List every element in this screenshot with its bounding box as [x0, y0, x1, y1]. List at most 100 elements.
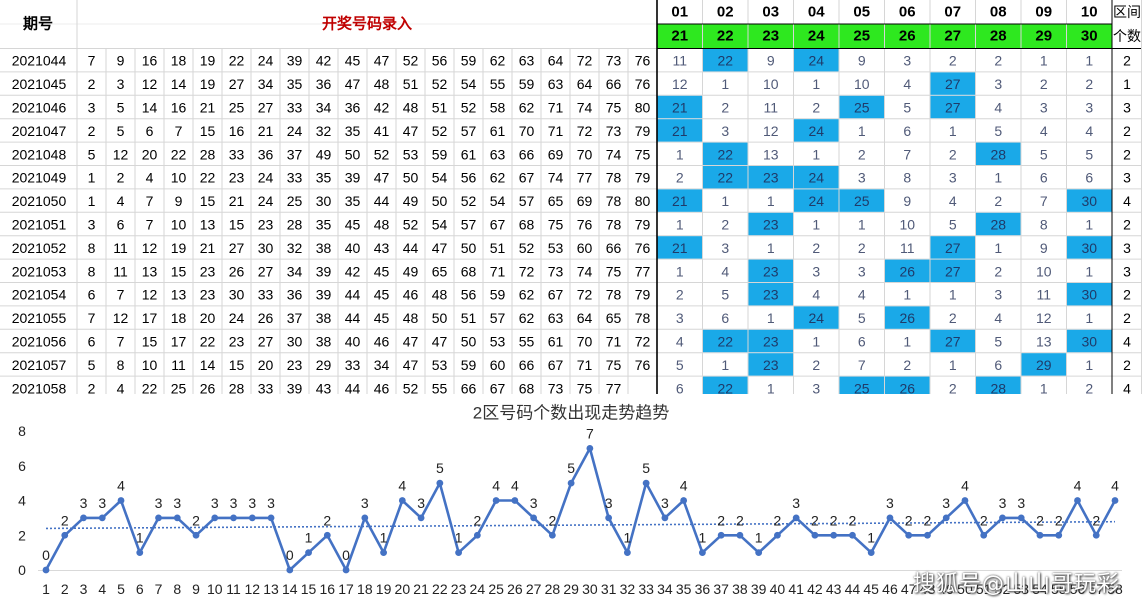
zone-header: 02: [717, 4, 734, 21]
data-point: [305, 549, 312, 557]
draw-number-cell: 64: [577, 76, 593, 92]
zone-count-cell: 2: [1123, 310, 1131, 326]
data-label: 1: [867, 530, 875, 546]
draw-number-cell: 10: [142, 357, 158, 373]
draw-number-cell: 51: [403, 76, 419, 92]
draw-number-cell: 21: [229, 193, 245, 209]
period-cell: 2021051: [12, 217, 67, 233]
zone-gap-cell: 23: [763, 287, 779, 303]
draw-number-cell: 56: [432, 53, 448, 69]
x-tick-label: 24: [470, 581, 486, 597]
zone-gap-cell: 7: [903, 146, 911, 162]
data-point: [792, 514, 800, 522]
zone-gap-cell: 4: [1085, 123, 1093, 139]
draw-number-cell: 24: [229, 310, 245, 326]
zone-gap-cell: 25: [854, 193, 870, 209]
draw-number-cell: 48: [403, 100, 419, 116]
zone-number-header: 30: [1081, 28, 1098, 45]
x-tick-label: 33: [638, 581, 654, 597]
zone-gap-cell: 3: [858, 263, 866, 279]
x-tick-label: 9: [192, 581, 200, 597]
data-point: [98, 514, 106, 522]
y-tick-label: 8: [18, 423, 26, 439]
count-header: 区间: [1113, 4, 1141, 20]
draw-number-cell: 27: [229, 76, 245, 92]
zone-hit-cell: [839, 95, 884, 119]
zone-gap-cell: 6: [1040, 170, 1048, 186]
draw-number-cell: 80: [635, 100, 651, 116]
draw-number-cell: 73: [606, 53, 622, 69]
draw-number-cell: 6: [88, 334, 96, 350]
draw-number-cell: 12: [113, 310, 129, 326]
zone-header: 08: [990, 4, 1007, 21]
period-cell: 2021056: [12, 334, 67, 350]
zone-gap-cell: 2: [994, 263, 1002, 279]
draw-number-cell: 38: [316, 310, 332, 326]
data-point: [492, 497, 500, 504]
x-tick-label: 38: [732, 581, 748, 597]
data-point: [530, 514, 538, 522]
data-point: [1055, 531, 1063, 539]
period-cell: 2021054: [12, 287, 67, 303]
draw-number-cell: 75: [577, 380, 593, 394]
zone-hit-cell: [703, 166, 748, 189]
zone-gap-cell: 26: [899, 263, 915, 279]
zone-hit-cell: [930, 259, 975, 282]
draw-number-cell: 27: [229, 240, 245, 256]
draw-number-cell: 52: [403, 53, 419, 69]
zone-gap-cell: 1: [1040, 380, 1048, 394]
zone-gap-cell: 1: [767, 193, 775, 209]
zone-gap-cell: 5: [994, 334, 1002, 350]
draw-number-cell: 50: [345, 146, 361, 162]
draw-number-cell: 15: [229, 217, 245, 233]
zone-hit-cell: [1067, 189, 1112, 212]
data-point: [924, 531, 931, 539]
draw-number-cell: 34: [374, 357, 390, 373]
draw-number-cell: 21: [200, 100, 216, 116]
zone-gap-cell: 1: [812, 146, 820, 162]
data-label: 2: [61, 512, 69, 528]
data-point: [80, 514, 87, 522]
zone-hit-cell: [703, 142, 748, 165]
draw-number-cell: 79: [635, 217, 651, 233]
zone-hit-cell: [1021, 353, 1066, 376]
draw-number-cell: 75: [606, 263, 622, 279]
zone-gap-cell: 2: [812, 357, 820, 373]
data-label: 1: [699, 530, 707, 546]
draw-number-cell: 76: [635, 76, 651, 92]
zone-hit-cell: [930, 72, 975, 95]
zone-hit-cell: [1067, 329, 1112, 353]
y-tick-label: 2: [18, 527, 26, 543]
draw-number-cell: 79: [635, 123, 651, 139]
x-tick-label: 30: [582, 581, 598, 597]
zone-gap-cell: 23: [763, 357, 779, 373]
zone-gap-cell: 28: [990, 146, 1006, 162]
zone-gap-cell: 5: [994, 123, 1002, 139]
data-point: [867, 549, 875, 557]
draw-number-cell: 78: [606, 287, 622, 303]
draw-number-cell: 7: [117, 334, 125, 350]
draw-number-cell: 35: [316, 217, 332, 233]
data-point: [342, 566, 350, 574]
zone-gap-cell: 5: [1040, 146, 1048, 162]
zone-hit-cell: [885, 259, 930, 282]
zone-gap-cell: 4: [858, 287, 866, 303]
draw-number-cell: 19: [171, 240, 187, 256]
draw-number-cell: 63: [490, 146, 506, 162]
draw-number-cell: 77: [606, 380, 622, 394]
zone-header: 07: [944, 4, 961, 21]
zone-gap-cell: 4: [994, 310, 1002, 326]
draw-number-cell: 18: [171, 53, 187, 69]
draw-number-cell: 66: [519, 146, 535, 162]
x-tick-label: 41: [788, 581, 804, 597]
data-point: [436, 479, 444, 487]
x-tick-label: 51: [976, 581, 992, 597]
data-label: 4: [1111, 478, 1119, 494]
draw-number-cell: 40: [345, 334, 361, 350]
zone-gap-cell: 25: [854, 380, 870, 394]
draw-number-cell: 30: [287, 334, 303, 350]
draw-number-cell: 2: [88, 123, 96, 139]
zone-number-header: 29: [1035, 28, 1052, 45]
draw-number-cell: 79: [635, 287, 651, 303]
draw-number-cell: 52: [461, 193, 477, 209]
